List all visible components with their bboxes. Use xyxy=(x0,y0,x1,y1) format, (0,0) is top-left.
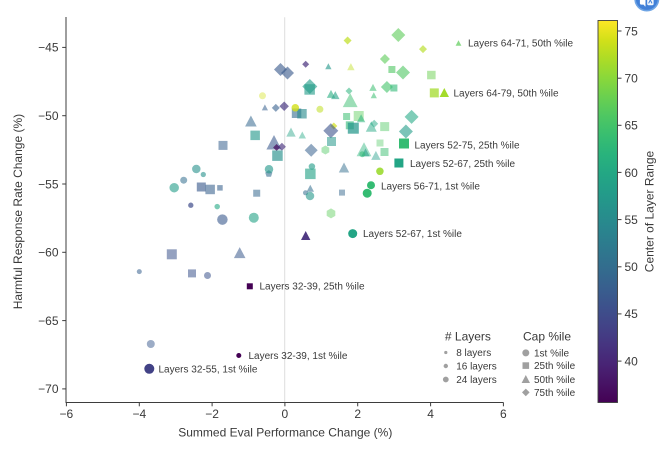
svg-text:Layers 56-71, 1st %ile: Layers 56-71, 1st %ile xyxy=(381,182,480,193)
svg-text:−65: −65 xyxy=(38,314,59,328)
svg-text:−45: −45 xyxy=(38,41,59,55)
svg-text:−50: −50 xyxy=(38,109,59,123)
svg-text:45: 45 xyxy=(625,307,639,321)
svg-text:Layers 52-67, 25th %ile: Layers 52-67, 25th %ile xyxy=(410,159,516,170)
svg-text:−6: −6 xyxy=(60,407,74,421)
svg-text:50: 50 xyxy=(625,260,639,274)
svg-text:Layers 32-39, 1st %ile: Layers 32-39, 1st %ile xyxy=(249,351,348,362)
svg-text:50th %ile: 50th %ile xyxy=(534,375,576,386)
svg-text:60: 60 xyxy=(625,166,639,180)
svg-text:25th %ile: 25th %ile xyxy=(534,361,576,372)
svg-text:40: 40 xyxy=(625,354,639,368)
svg-text:75th %ile: 75th %ile xyxy=(534,388,576,399)
svg-text:Layers 64-79, 50th %ile: Layers 64-79, 50th %ile xyxy=(454,89,560,100)
svg-text:−70: −70 xyxy=(38,382,59,396)
svg-text:65: 65 xyxy=(625,119,639,133)
svg-text:2: 2 xyxy=(354,407,361,421)
svg-text:Layers 64-71, 50th %ile: Layers 64-71, 50th %ile xyxy=(468,39,574,50)
svg-text:Layers 52-75, 25th %ile: Layers 52-75, 25th %ile xyxy=(415,141,521,152)
svg-text:Harmful Response Rate Change (: Harmful Response Rate Change (%) xyxy=(11,114,25,309)
svg-text:Layers 52-67, 1st %ile: Layers 52-67, 1st %ile xyxy=(363,229,462,240)
svg-text:70: 70 xyxy=(625,72,639,86)
svg-text:−55: −55 xyxy=(38,177,59,191)
svg-text:55: 55 xyxy=(625,213,639,227)
svg-text:6: 6 xyxy=(500,407,507,421)
svg-text:0: 0 xyxy=(282,407,289,421)
svg-text:Layers 32-55, 1st %ile: Layers 32-55, 1st %ile xyxy=(159,365,258,376)
svg-text:16 layers: 16 layers xyxy=(456,362,497,373)
svg-text:Center of Layer Range: Center of Layer Range xyxy=(643,150,657,272)
svg-text:# Layers: # Layers xyxy=(445,330,491,344)
svg-text:Layers 32-39, 25th %ile: Layers 32-39, 25th %ile xyxy=(260,282,366,293)
svg-text:8 layers: 8 layers xyxy=(456,348,491,359)
svg-text:−60: −60 xyxy=(38,246,59,260)
svg-text:75: 75 xyxy=(625,24,639,38)
svg-text:4: 4 xyxy=(427,407,434,421)
svg-text:24 layers: 24 layers xyxy=(456,375,497,386)
svg-text:1st %ile: 1st %ile xyxy=(534,349,569,360)
svg-text:−2: −2 xyxy=(205,407,219,421)
svg-text:−4: −4 xyxy=(132,407,146,421)
svg-text:Summed Eval Performance Change: Summed Eval Performance Change (%) xyxy=(178,426,392,440)
svg-text:Cap %ile: Cap %ile xyxy=(523,330,571,344)
